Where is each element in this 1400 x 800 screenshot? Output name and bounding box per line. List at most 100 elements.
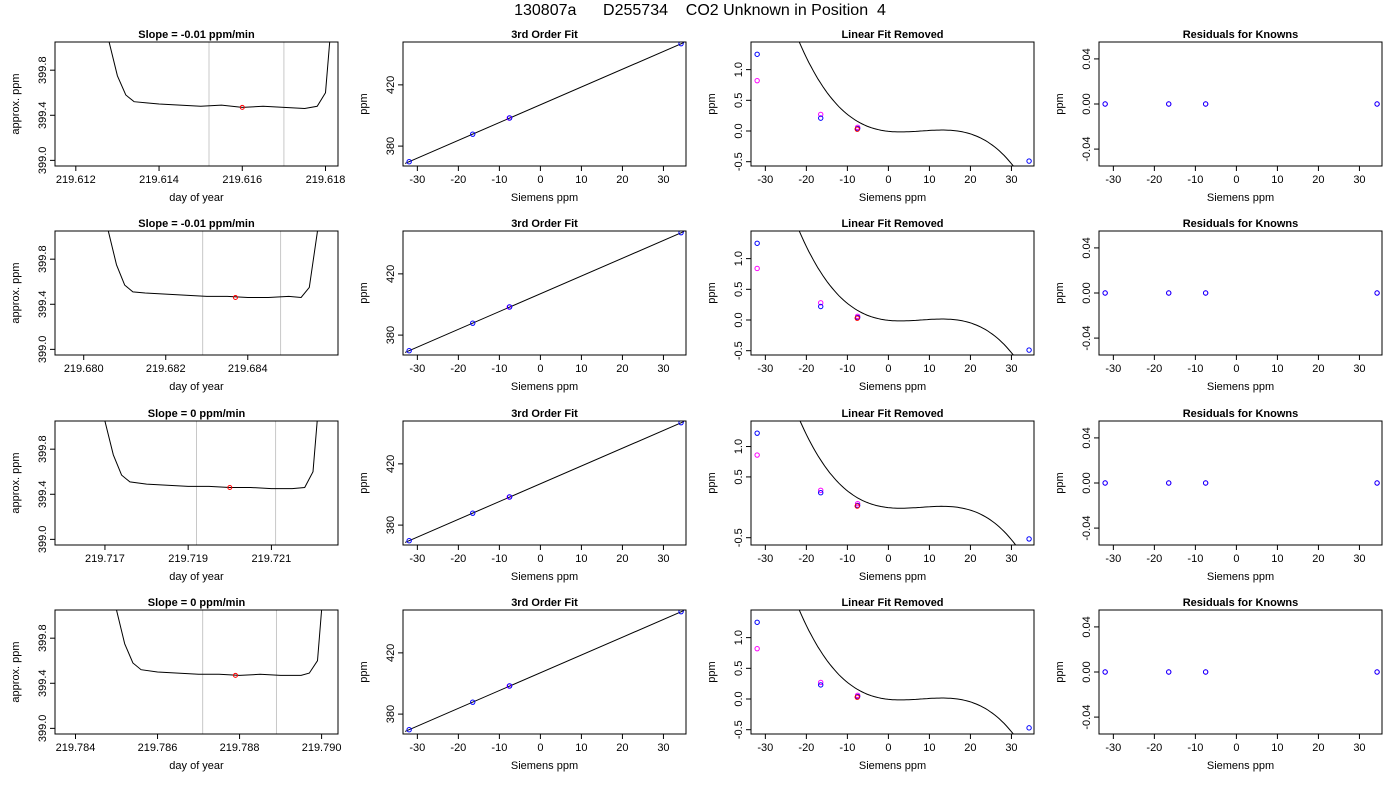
known-point bbox=[406, 159, 412, 165]
highlight-point bbox=[854, 694, 860, 700]
panel-data bbox=[116, 610, 323, 734]
x-tick-label: -30 bbox=[757, 363, 773, 375]
panel-data bbox=[754, 610, 1032, 734]
x-tick-label: -30 bbox=[409, 742, 425, 754]
panel-title: Residuals for Knowns bbox=[1183, 218, 1299, 230]
y-axis-label: ppm bbox=[1054, 661, 1066, 682]
x-axis-label: Siemens ppm bbox=[1207, 760, 1274, 772]
cubic-fit-line bbox=[798, 610, 1014, 734]
x-tick-label: 10 bbox=[1271, 553, 1283, 565]
y-axis-label: approx. ppm bbox=[10, 641, 22, 702]
known-point bbox=[470, 131, 476, 137]
plot-frame bbox=[1098, 230, 1383, 356]
y-tick-label: -0.5 bbox=[733, 720, 745, 739]
x-axis-label: Siemens ppm bbox=[511, 571, 578, 583]
plot-frame bbox=[750, 41, 1035, 167]
panel-data bbox=[1102, 101, 1380, 107]
trace-line bbox=[108, 42, 331, 110]
x-tick-label: -30 bbox=[409, 174, 425, 186]
panel-title: 3rd Order Fit bbox=[511, 408, 578, 420]
plot-frame bbox=[750, 609, 1035, 735]
y-axis-label: ppm bbox=[706, 93, 718, 114]
unknown-point bbox=[754, 452, 760, 458]
y-axis-label: approx. ppm bbox=[10, 262, 22, 323]
x-tick-label: 20 bbox=[964, 363, 976, 375]
x-tick-label: 219.717 bbox=[85, 553, 125, 565]
x-tick-label: 20 bbox=[1312, 363, 1324, 375]
known-point bbox=[1374, 290, 1380, 296]
x-tick-label: 10 bbox=[575, 363, 587, 375]
plot-frame bbox=[402, 420, 687, 546]
x-tick-label: -30 bbox=[409, 363, 425, 375]
known-point bbox=[1102, 101, 1108, 107]
plot-frame bbox=[54, 230, 339, 356]
x-tick-label: -10 bbox=[491, 363, 507, 375]
x-tick-label: 10 bbox=[575, 553, 587, 565]
x-tick-label: 219.684 bbox=[228, 363, 268, 375]
x-tick-label: 10 bbox=[575, 742, 587, 754]
known-point bbox=[1202, 290, 1209, 296]
x-tick-label: -10 bbox=[1187, 553, 1203, 565]
y-axis-label: approx. ppm bbox=[10, 452, 22, 513]
known-point bbox=[678, 610, 684, 615]
x-tick-label: -20 bbox=[1146, 553, 1162, 565]
x-tick-label: 30 bbox=[1005, 553, 1017, 565]
x-tick-label: -10 bbox=[839, 363, 855, 375]
x-axis-label: Siemens ppm bbox=[511, 381, 578, 393]
y-axis-label: ppm bbox=[706, 661, 718, 682]
known-point bbox=[470, 699, 476, 705]
panel-r4c2: -30 -20 -10 0 10 20 30 380 420 3rd Order Fit Sieme… bbox=[358, 597, 687, 772]
panel-r4c4: -30 -20 -10 0 10 20 30 -0.04 0.00 0.04 Residuals f… bbox=[1054, 597, 1383, 772]
fit-line bbox=[404, 421, 685, 543]
panel-data bbox=[107, 231, 318, 355]
panel-data bbox=[754, 231, 1032, 355]
panel-title: Linear Fit Removed bbox=[841, 29, 943, 41]
x-tick-label: -20 bbox=[798, 553, 814, 565]
x-tick-label: 10 bbox=[923, 553, 935, 565]
highlight-point bbox=[854, 126, 860, 132]
x-tick-label: 0 bbox=[1233, 174, 1239, 186]
known-point bbox=[406, 538, 412, 544]
x-tick-label: -20 bbox=[1146, 363, 1162, 375]
known-point bbox=[1026, 347, 1032, 353]
x-tick-label: -20 bbox=[450, 174, 466, 186]
y-tick-label: 420 bbox=[385, 76, 397, 94]
cubic-fit-line bbox=[798, 42, 1014, 166]
known-point bbox=[1102, 669, 1108, 675]
y-tick-label: 399.8 bbox=[37, 245, 49, 273]
highlight-point bbox=[854, 315, 860, 321]
x-tick-label: -30 bbox=[1105, 363, 1121, 375]
x-tick-label: 30 bbox=[1005, 174, 1017, 186]
x-tick-label: 30 bbox=[657, 174, 669, 186]
plot-frame bbox=[750, 230, 1035, 356]
plot-frame bbox=[402, 41, 687, 167]
y-tick-label: 399.0 bbox=[37, 336, 49, 364]
x-tick-label: 0 bbox=[537, 174, 543, 186]
x-tick-label: 10 bbox=[1271, 363, 1283, 375]
y-axis-label: ppm bbox=[358, 282, 370, 303]
known-point bbox=[754, 619, 760, 625]
known-point bbox=[470, 510, 476, 516]
unknown-point bbox=[818, 487, 824, 493]
x-tick-label: -30 bbox=[757, 553, 773, 565]
y-tick-label: 0.00 bbox=[1081, 661, 1093, 682]
x-axis-label: Siemens ppm bbox=[1207, 571, 1274, 583]
x-axis-label: Siemens ppm bbox=[859, 192, 926, 204]
known-point bbox=[1202, 669, 1209, 675]
plot-frame bbox=[750, 420, 1035, 546]
y-tick-label: -0.04 bbox=[1081, 516, 1093, 541]
panel-title: Linear Fit Removed bbox=[841, 408, 943, 420]
y-axis-label: ppm bbox=[1054, 93, 1066, 114]
panel-r4c3: -30 -20 -10 0 10 20 30 -0.5 0.0 0.5 1.0 Linear Fit … bbox=[706, 597, 1035, 772]
x-tick-label: 0 bbox=[537, 363, 543, 375]
panel-r2c2: -30 -20 -10 0 10 20 30 380 420 3rd Order Fit Sieme… bbox=[358, 218, 687, 393]
y-axis-label: ppm bbox=[358, 661, 370, 682]
x-tick-label: 20 bbox=[616, 174, 628, 186]
panel-title: Slope = 0 ppm/min bbox=[148, 408, 246, 420]
highlight-point bbox=[854, 503, 860, 509]
panel-r1c1: 219.612 219.614 219.616 219.618 399.0 399.4 39… bbox=[10, 29, 345, 204]
panel-title: 3rd Order Fit bbox=[511, 218, 578, 230]
y-tick-label: 399.8 bbox=[37, 435, 49, 463]
y-tick-label: 0.00 bbox=[1081, 472, 1093, 493]
known-point bbox=[1374, 480, 1380, 486]
